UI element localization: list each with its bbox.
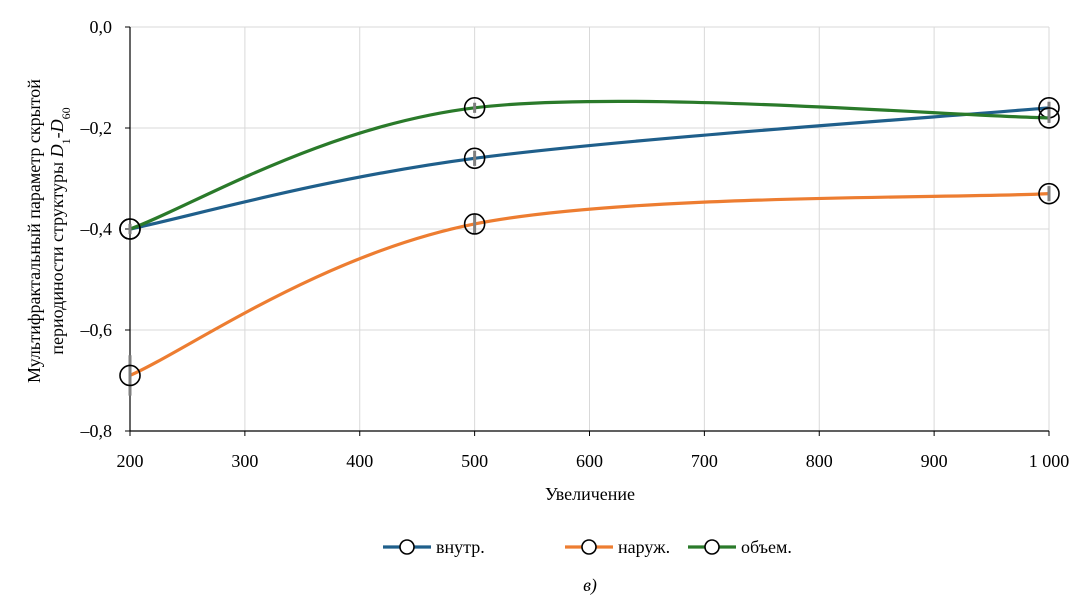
data-point xyxy=(463,213,486,235)
series-line xyxy=(129,99,1050,231)
series-line xyxy=(129,192,1050,377)
y-axis-d2-sub: 60 xyxy=(59,107,73,119)
y-axis-sep: - xyxy=(47,132,67,138)
series-area xyxy=(119,97,1060,396)
x-tick-label: 500 xyxy=(461,451,488,471)
series-line xyxy=(129,106,1050,231)
y-tick-label: –0,6 xyxy=(80,320,113,340)
legend-marker xyxy=(704,539,720,555)
data-point xyxy=(119,218,141,240)
legend-label: внутр. xyxy=(436,537,485,557)
series-1 xyxy=(119,182,1060,396)
legend-item-2: объем. xyxy=(688,537,792,557)
x-tick-label: 900 xyxy=(921,451,948,471)
data-point xyxy=(463,97,486,119)
x-tick-label: 600 xyxy=(576,451,603,471)
legend-label: объем. xyxy=(741,537,792,557)
y-tick-label: –0,4 xyxy=(80,219,113,239)
legend-item-0: внутр. xyxy=(383,537,485,557)
y-axis-d2-base: D xyxy=(47,119,67,133)
legend: внутр. наруж. объем. xyxy=(383,537,792,557)
y-tick-label: –0,8 xyxy=(80,421,113,441)
data-point xyxy=(119,364,141,387)
x-tick-label: 800 xyxy=(806,451,833,471)
grid xyxy=(130,26,1050,431)
x-tick-label: 200 xyxy=(117,451,144,471)
legend-label: наруж. xyxy=(618,537,670,557)
y-axis-title-line2-text: периодиности структуры xyxy=(47,157,67,354)
x-tick-label: 700 xyxy=(691,451,718,471)
data-point xyxy=(1038,182,1060,205)
y-axis-title-line1: Мультифрактальный параметр скрытой xyxy=(24,79,44,383)
x-axis-title: Увеличение xyxy=(545,484,635,504)
axes: 200 300 400 500 600 700 800 900 1 000 0,0 –0,2 –0,4… xyxy=(80,17,1070,471)
figure-caption: в) xyxy=(583,575,597,596)
data-point xyxy=(1038,107,1060,129)
x-tick-label: 400 xyxy=(346,451,373,471)
y-axis-d1-base: D xyxy=(47,144,67,158)
y-axis-title-line2: периодиности структуры D1-D60 xyxy=(47,107,73,354)
x-tick-label: 1 000 xyxy=(1029,451,1070,471)
legend-item-1: наруж. xyxy=(565,537,670,557)
y-tick-label: –0,2 xyxy=(80,118,113,138)
legend-marker xyxy=(581,539,597,555)
series-2 xyxy=(119,97,1060,240)
x-tick-label: 300 xyxy=(231,451,258,471)
y-axis-d1-sub: 1 xyxy=(59,138,73,144)
y-tick-label: 0,0 xyxy=(90,17,113,37)
legend-marker xyxy=(399,539,415,555)
data-point xyxy=(463,147,486,170)
